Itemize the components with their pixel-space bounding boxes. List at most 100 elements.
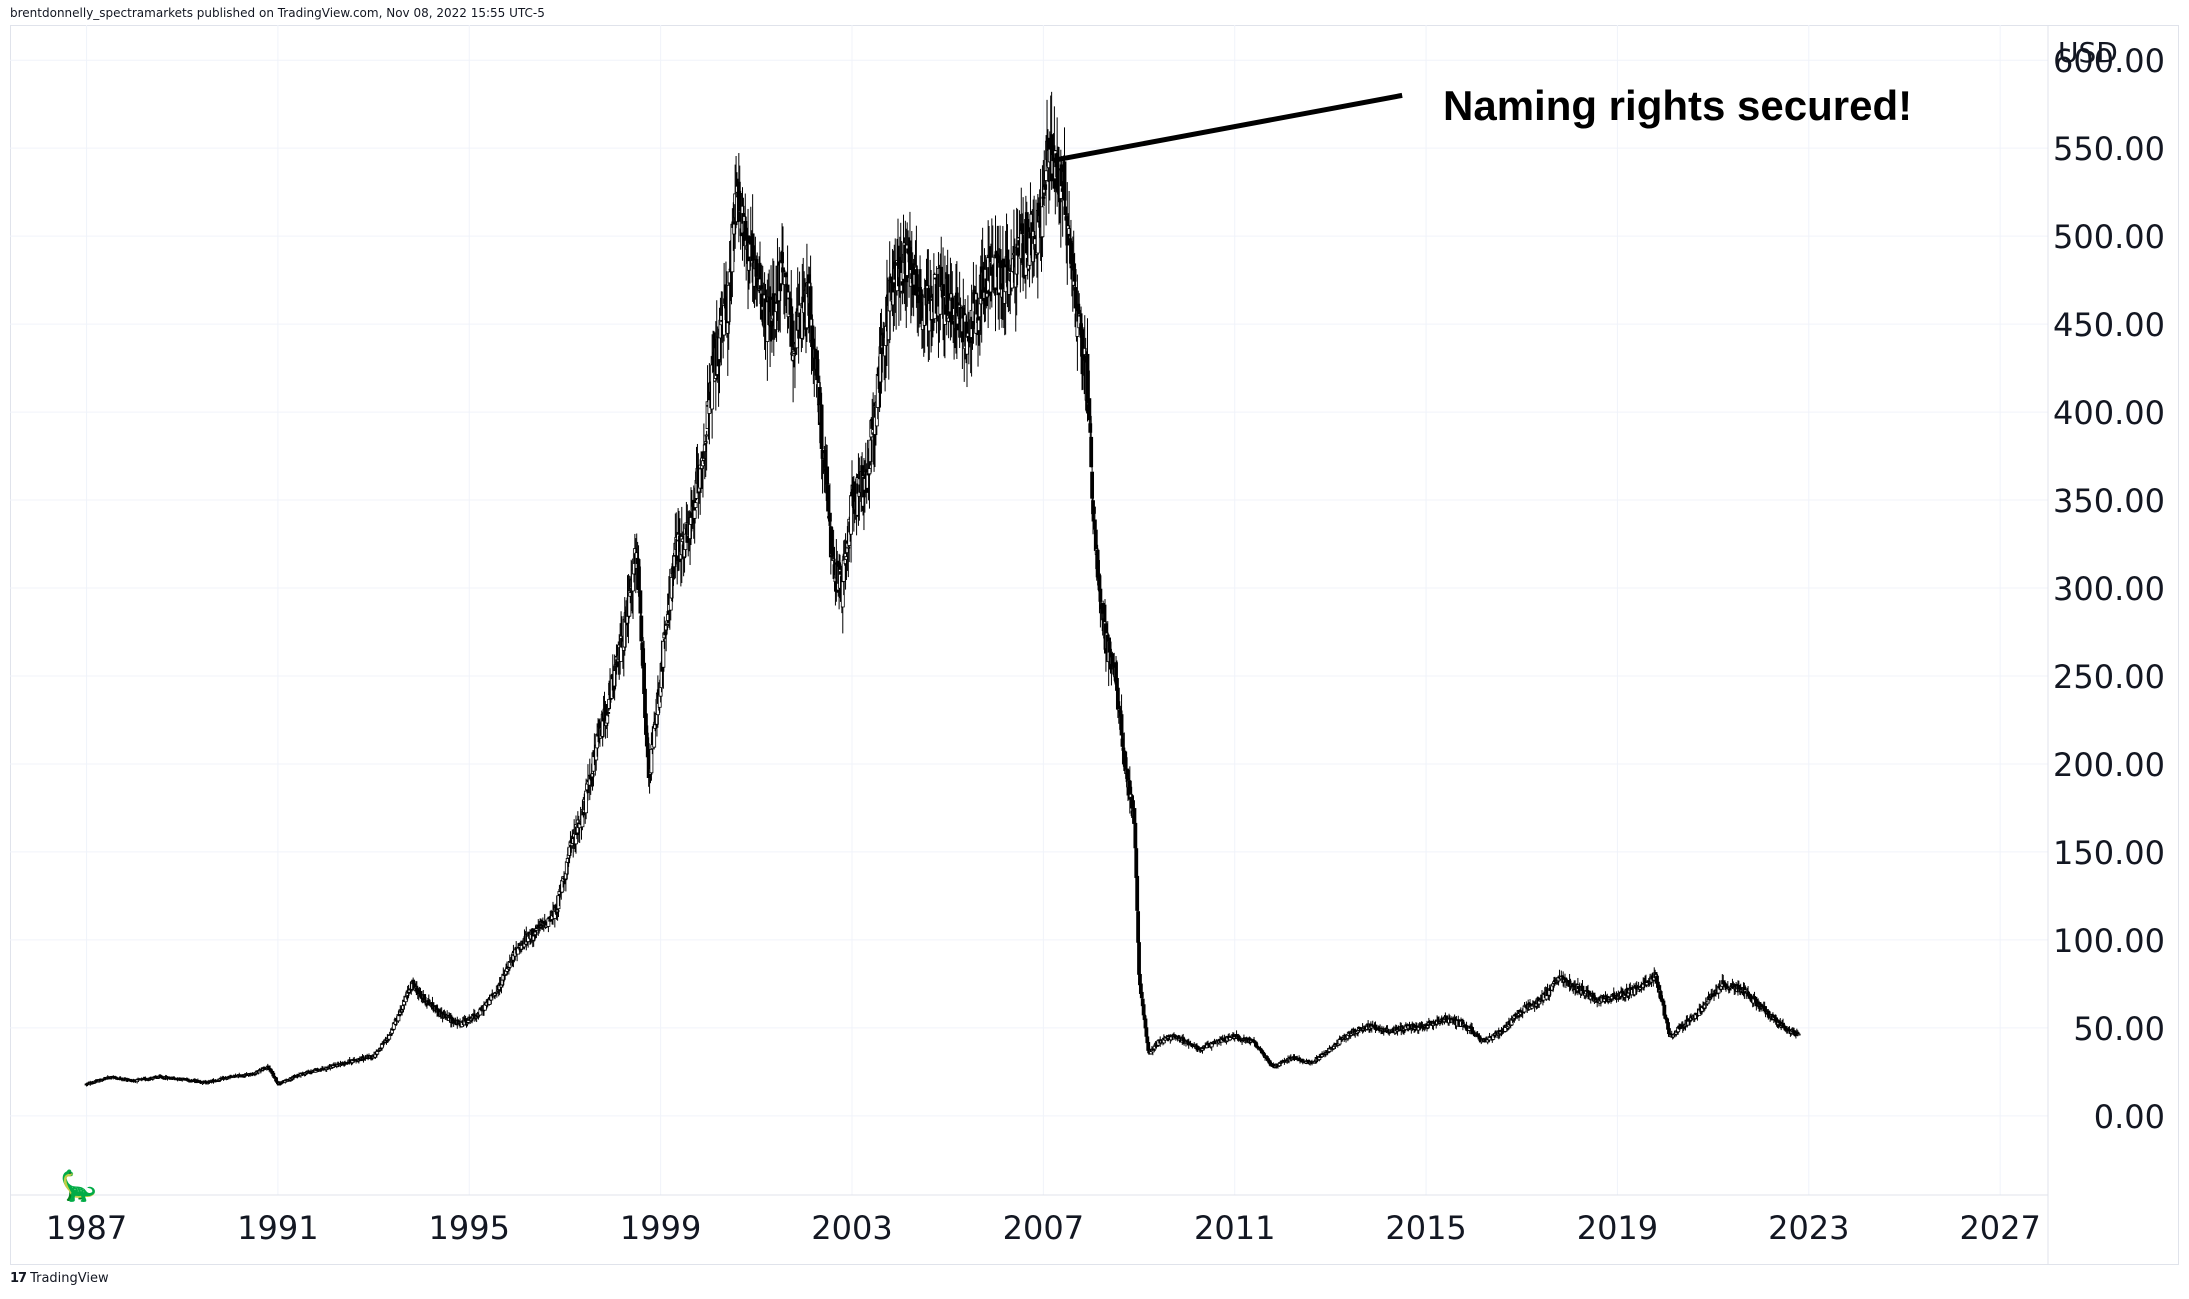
candle-body xyxy=(1144,1027,1149,1037)
candle-body xyxy=(1337,1038,1342,1045)
x-tick-label: 1995 xyxy=(429,1209,510,1247)
candle-body xyxy=(828,512,832,522)
x-tick-label: 2015 xyxy=(1385,1209,1466,1247)
candle-body xyxy=(1098,588,1103,602)
candle-body xyxy=(380,1043,385,1045)
candle-body xyxy=(1781,1022,1785,1027)
x-tick-label: 1991 xyxy=(237,1209,318,1247)
candle-body xyxy=(1139,991,1144,999)
candle-body xyxy=(1041,196,1046,199)
candle-body xyxy=(1708,997,1713,1000)
candle-body xyxy=(639,615,644,642)
candle-body xyxy=(465,1022,470,1025)
x-tick-label: 1999 xyxy=(620,1209,701,1247)
candle-body xyxy=(411,979,416,985)
candle-body xyxy=(1072,269,1077,282)
x-tick-label: 2019 xyxy=(1577,1209,1658,1247)
candle-body xyxy=(815,350,819,381)
candle-body xyxy=(1044,170,1049,181)
candle-body xyxy=(669,577,674,599)
candle-body xyxy=(548,919,553,922)
candle-body xyxy=(703,441,708,444)
candle-body xyxy=(726,284,731,323)
y-tick-label: 50.00 xyxy=(2073,1010,2165,1048)
candle-body xyxy=(1107,641,1112,653)
candle-body xyxy=(1141,1004,1146,1016)
y-tick-label: 550.00 xyxy=(2053,130,2165,168)
candle-body xyxy=(1090,471,1095,499)
y-tick-label: 400.00 xyxy=(2053,394,2165,432)
y-tick-label: 500.00 xyxy=(2053,218,2165,256)
price-axis: 600.00 550.00 500.00 450.00 400.00 350.00 300.… xyxy=(2047,25,2165,1265)
candle-body xyxy=(607,698,612,709)
y-tick-label: 350.00 xyxy=(2053,482,2165,520)
chart-grid xyxy=(10,25,2048,1195)
candle-body xyxy=(1580,985,1585,992)
candle-body xyxy=(649,749,654,774)
annotation-line xyxy=(1052,92,1403,163)
candle-body xyxy=(1658,991,1663,999)
candle-body xyxy=(1426,1025,1430,1029)
candle-body xyxy=(1119,714,1124,736)
candle-body xyxy=(693,502,698,508)
candle-body xyxy=(274,1077,278,1082)
x-tick-label: 1987 xyxy=(46,1209,127,1247)
candle-body xyxy=(1240,1040,1244,1043)
candle-body xyxy=(606,712,611,714)
y-tick-label: 100.00 xyxy=(2053,922,2165,960)
tradingview-logo[interactable]: 17 TradingView xyxy=(10,1271,109,1286)
annotation-text: Naming rights secured! xyxy=(1443,82,1913,129)
candle-body xyxy=(1133,822,1138,849)
candle-body xyxy=(555,909,560,913)
candle-body xyxy=(919,289,923,297)
candle-body xyxy=(290,1077,295,1080)
candle-body xyxy=(1020,223,1025,235)
candle-body xyxy=(1661,1000,1666,1006)
currency-label: USD xyxy=(2058,36,2118,69)
x-tick-label: 2011 xyxy=(1194,1209,1275,1247)
candle-body xyxy=(781,267,785,273)
candle-body xyxy=(831,558,836,561)
candle-body xyxy=(1727,988,1732,991)
candle-body xyxy=(1609,998,1613,1001)
candle-body xyxy=(638,590,643,614)
candle-body xyxy=(1137,942,1141,975)
candle-body xyxy=(556,895,561,910)
candle-body xyxy=(1087,398,1092,421)
candle-body xyxy=(1040,206,1045,238)
candle-body xyxy=(1088,423,1093,433)
candle-body xyxy=(867,468,872,475)
publish-info: brentdonnelly_spectramarkets published o… xyxy=(10,6,545,20)
candle-body xyxy=(401,1005,405,1010)
candle-body xyxy=(1135,875,1140,911)
candle-body xyxy=(868,439,873,462)
candle-body xyxy=(661,640,666,668)
candle-body xyxy=(692,509,697,519)
candle-body xyxy=(1262,1053,1267,1056)
x-tick-label: 2027 xyxy=(1959,1209,2040,1247)
candle-body xyxy=(266,1065,271,1069)
time-axis: 1987 1991 1995 1999 2003 2007 2011 2015 2019 2023… xyxy=(10,1168,2048,1247)
candle-body xyxy=(1796,1033,1801,1036)
candle-body xyxy=(1151,1049,1156,1052)
candle-body xyxy=(1092,519,1097,530)
candle-body xyxy=(1746,991,1750,995)
candle-body xyxy=(605,714,610,724)
candle-body xyxy=(780,252,784,264)
candle-body xyxy=(533,931,538,936)
candle-body xyxy=(945,274,950,315)
candle-body xyxy=(783,272,788,278)
candle-body xyxy=(819,404,824,450)
candle-body xyxy=(508,961,513,963)
y-tick-label: 250.00 xyxy=(2053,658,2165,696)
x-tick-label: 2023 xyxy=(1768,1209,1849,1247)
candle-body xyxy=(1123,751,1128,771)
candle-body xyxy=(1062,161,1067,201)
y-tick-label: 200.00 xyxy=(2053,746,2165,784)
candle-body xyxy=(584,790,589,814)
candle-body xyxy=(590,773,595,778)
dino-icon: 🦕 xyxy=(60,1168,97,1204)
candle-body xyxy=(1092,506,1096,514)
candle-body xyxy=(725,322,730,334)
